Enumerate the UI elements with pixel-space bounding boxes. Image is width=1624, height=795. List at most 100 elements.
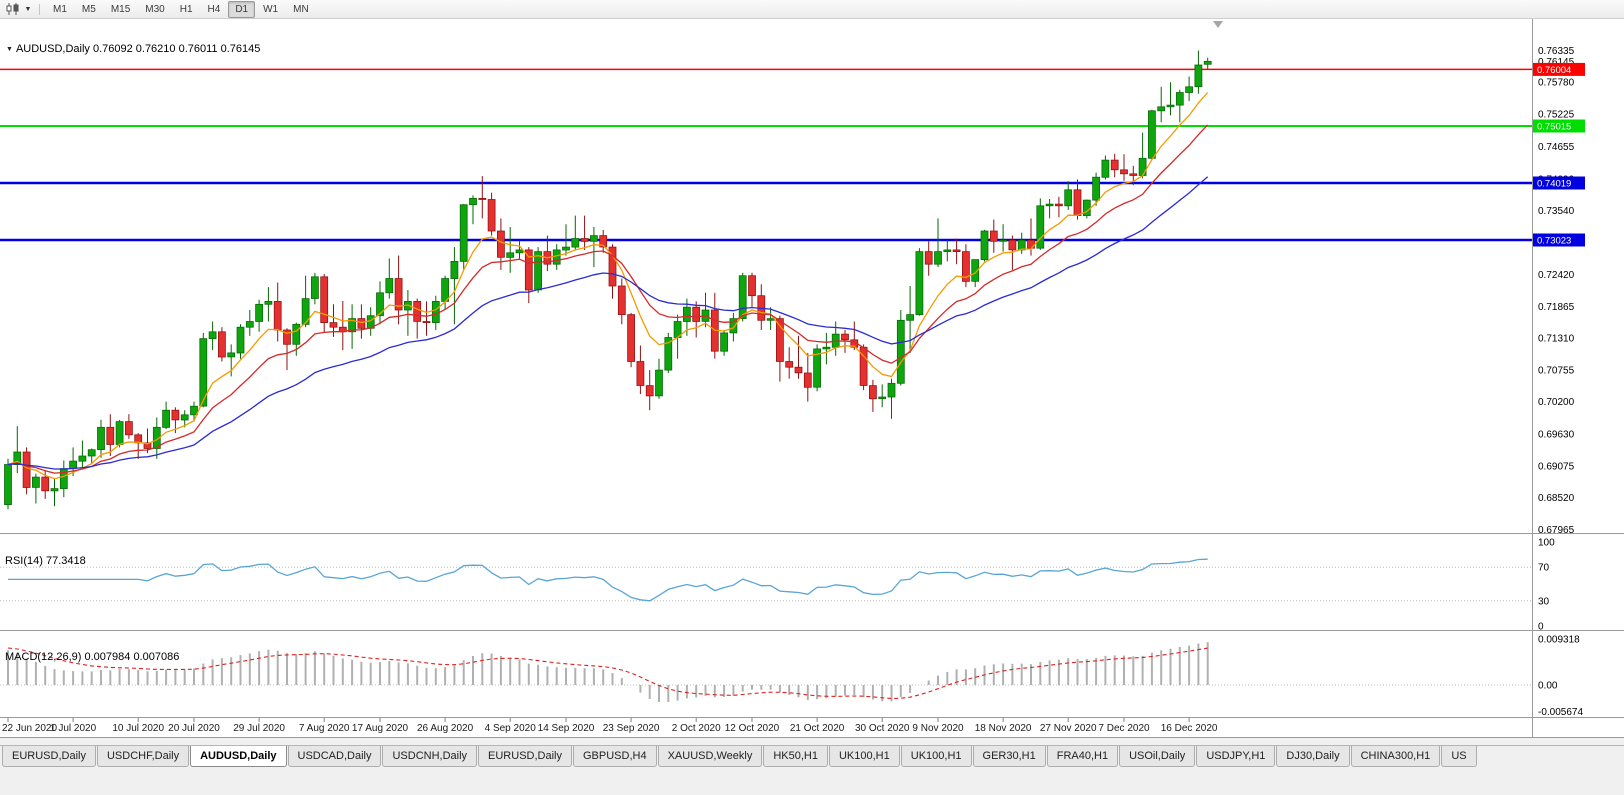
- svg-text:22 Jun 2020: 22 Jun 2020: [2, 723, 57, 734]
- chart-tab-XAUUSD-Weekly[interactable]: XAUUSD,Weekly: [657, 746, 763, 767]
- svg-text:12 Oct 2020: 12 Oct 2020: [725, 723, 780, 734]
- svg-text:30: 30: [1538, 596, 1550, 607]
- macd-signal-value: 0.007086: [133, 651, 180, 663]
- svg-text:1 Jul 2020: 1 Jul 2020: [50, 723, 97, 734]
- chart-tab-GER30-H1[interactable]: GER30,H1: [972, 746, 1046, 767]
- svg-text:30 Oct 2020: 30 Oct 2020: [855, 723, 910, 734]
- window-bottom-filler: [0, 767, 1624, 795]
- timeframe-button-MN[interactable]: MN: [293, 3, 309, 15]
- svg-text:0.73023: 0.73023: [1537, 236, 1571, 247]
- svg-text:0.74655: 0.74655: [1538, 142, 1575, 153]
- price-badge-0.73023: 0.73023: [1533, 233, 1585, 247]
- price-badge-0.75015: 0.75015: [1533, 119, 1585, 133]
- candlestick-glyph: [6, 3, 19, 15]
- svg-text:7 Aug 2020: 7 Aug 2020: [299, 723, 350, 734]
- chart-title-text: AUDUSD,Daily 0.76092 0.76210 0.76011 0.7…: [15, 43, 261, 55]
- timeframe-buttons: M1 M5 M15 M30 H1 H4 D1 W1 MN: [46, 0, 316, 18]
- timeframe-button-D1[interactable]: D1: [228, 0, 256, 18]
- timeframe-button-H1[interactable]: H1: [179, 3, 193, 15]
- ma-slow-line: [7, 176, 1209, 470]
- chart-tab-GBPUSD-H4[interactable]: GBPUSD,H4: [573, 746, 657, 767]
- chart-type-candlestick-icon[interactable]: [4, 2, 22, 16]
- chart-tab-UK100-H1[interactable]: UK100,H1: [828, 746, 900, 767]
- chart-tab-CHINA300-H1[interactable]: CHINA300,H1: [1350, 746, 1441, 767]
- svg-text:0.70200: 0.70200: [1538, 397, 1575, 408]
- svg-text:7 Dec 2020: 7 Dec 2020: [1098, 723, 1150, 734]
- chart-tab-USDJPY-H1[interactable]: USDJPY,H1: [1196, 746, 1276, 767]
- chart-tab-USOil-Daily[interactable]: USOil,Daily: [1119, 746, 1196, 767]
- svg-text:4 Sep 2020: 4 Sep 2020: [485, 723, 537, 734]
- svg-text:26 Aug 2020: 26 Aug 2020: [417, 723, 474, 734]
- svg-text:17 Aug 2020: 17 Aug 2020: [352, 723, 409, 734]
- rsi-line: [8, 558, 1208, 602]
- horizontal-lines: [0, 68, 1532, 242]
- ma-fast-line: [7, 92, 1209, 480]
- timeframe-button-M30[interactable]: M30: [145, 3, 165, 15]
- svg-text:0.76145: 0.76145: [1538, 57, 1575, 68]
- timeframe-button-H4[interactable]: H4: [207, 3, 221, 15]
- chart-background: [0, 18, 1624, 738]
- chart-tab-EURUSD-Daily[interactable]: EURUSD,Daily: [2, 746, 96, 767]
- panel-separators: [0, 18, 1624, 738]
- svg-text:0.69075: 0.69075: [1538, 462, 1575, 473]
- chart-tab-USDCNH-Daily[interactable]: USDCNH,Daily: [382, 746, 478, 767]
- chart-tab-USDCAD-Daily[interactable]: USDCAD,Daily: [287, 746, 382, 767]
- price-badge-0.76004: 0.76004: [1533, 62, 1585, 76]
- chart-tab-HK50-H1[interactable]: HK50,H1: [763, 746, 828, 767]
- svg-text:0.75780: 0.75780: [1538, 78, 1575, 89]
- svg-text:0.67965: 0.67965: [1538, 525, 1575, 536]
- chart-tab-EURUSD-Daily[interactable]: EURUSD,Daily: [478, 746, 572, 767]
- svg-text:0.71865: 0.71865: [1538, 302, 1575, 313]
- svg-text:23 Sep 2020: 23 Sep 2020: [603, 723, 660, 734]
- macd-main-value: 0.007984: [84, 651, 131, 663]
- svg-text:0.76335: 0.76335: [1538, 46, 1575, 57]
- chart-type-dropdown-icon[interactable]: ▼: [24, 5, 32, 13]
- chart-ohlc-title: ▼ AUDUSD,Daily 0.76092 0.76210 0.76011 0.…: [6, 43, 260, 55]
- svg-text:0.75225: 0.75225: [1538, 110, 1575, 121]
- svg-text:0: 0: [1538, 622, 1544, 633]
- svg-text:18 Nov 2020: 18 Nov 2020: [975, 723, 1032, 734]
- timeframe-button-M1[interactable]: M1: [53, 3, 67, 15]
- svg-text:0.72420: 0.72420: [1538, 270, 1575, 281]
- svg-text:0.76004: 0.76004: [1537, 65, 1571, 76]
- macd-panel: 0.009318 0.00 -0.005674: [0, 635, 1583, 718]
- svg-text:0.00: 0.00: [1538, 681, 1558, 692]
- svg-text:0.74019: 0.74019: [1537, 179, 1571, 190]
- price-badge-0.74019: 0.74019: [1533, 176, 1585, 190]
- svg-text:29 Jul 2020: 29 Jul 2020: [233, 723, 285, 734]
- svg-text:10 Jul 2020: 10 Jul 2020: [112, 723, 164, 734]
- rsi-panel-label: RSI(14) 77.3418: [5, 555, 86, 567]
- timeframe-button-W1[interactable]: W1: [263, 3, 279, 15]
- svg-text:16 Dec 2020: 16 Dec 2020: [1161, 723, 1218, 734]
- chart-tab-FRA40-H1[interactable]: FRA40,H1: [1046, 746, 1119, 767]
- svg-text:0.73540: 0.73540: [1538, 206, 1575, 217]
- svg-text:27 Nov 2020: 27 Nov 2020: [1040, 723, 1097, 734]
- svg-text:0.70755: 0.70755: [1538, 365, 1575, 376]
- svg-text:2 Oct 2020: 2 Oct 2020: [672, 723, 721, 734]
- svg-text:-0.005674: -0.005674: [1538, 707, 1583, 718]
- chart-tab-USDCHF-Daily[interactable]: USDCHF,Daily: [96, 746, 190, 767]
- chart-shift-marker[interactable]: [1213, 21, 1223, 28]
- svg-text:0.69630: 0.69630: [1538, 430, 1575, 441]
- timeframe-button-M15[interactable]: M15: [110, 3, 131, 15]
- chart-tab-UK100-H1[interactable]: UK100,H1: [900, 746, 972, 767]
- timeframe-button-M5[interactable]: M5: [81, 3, 96, 15]
- svg-text:70: 70: [1538, 563, 1550, 574]
- chart-tab-DJ30-Daily[interactable]: DJ30,Daily: [1276, 746, 1350, 767]
- chart-tab-AUDUSD-Daily[interactable]: AUDUSD,Daily: [190, 746, 287, 767]
- symbol-dropdown-icon[interactable]: ▼: [6, 46, 13, 53]
- svg-text:14 Sep 2020: 14 Sep 2020: [538, 723, 595, 734]
- ma-medium-line: [7, 124, 1209, 474]
- candles-group: [4, 50, 1212, 510]
- rsi-indicator-name: RSI(14): [5, 555, 43, 567]
- svg-text:9 Nov 2020: 9 Nov 2020: [912, 723, 964, 734]
- macd-signal-line: [7, 647, 1208, 700]
- rsi-panel: 100 70 30 0: [0, 538, 1555, 633]
- svg-text:20 Jul 2020: 20 Jul 2020: [168, 723, 220, 734]
- svg-text:0.75015: 0.75015: [1537, 122, 1571, 133]
- chart-tab-US[interactable]: US: [1441, 746, 1477, 767]
